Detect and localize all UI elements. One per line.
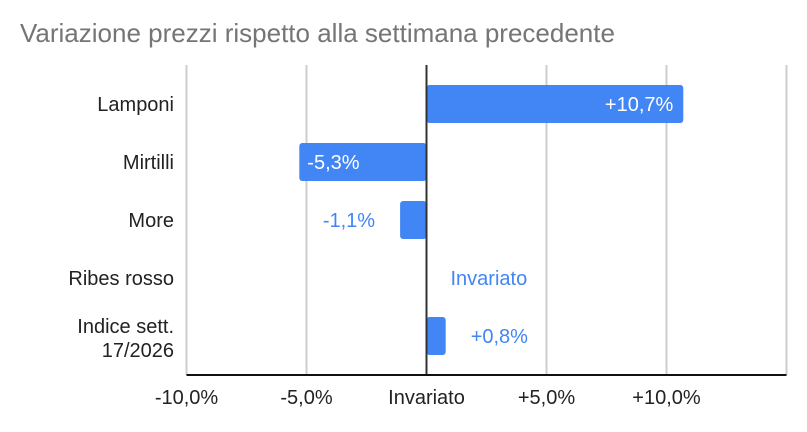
category-label: Ribes rosso [68, 268, 174, 290]
data-label: -1,1% [323, 210, 375, 232]
data-label: +10,7% [605, 94, 674, 116]
x-tick-label: Invariato [388, 387, 465, 409]
x-tick-label: -5,0% [280, 387, 332, 409]
bar-2 [400, 201, 427, 239]
data-label: Invariato [451, 268, 528, 290]
category-label: Indice sett. 17/2026 [77, 316, 174, 362]
data-label: +0,8% [471, 326, 528, 348]
data-label: -5,3% [307, 152, 359, 174]
x-tick-label: -10,0% [155, 387, 219, 409]
bar-4 [426, 317, 446, 355]
x-tick-label: +10,0% [632, 387, 701, 409]
chart-title: Variazione prezzi rispetto alla settiman… [20, 18, 615, 48]
x-tick-label: +5,0% [518, 387, 575, 409]
category-label: More [128, 210, 174, 232]
bar-0 [426, 85, 684, 123]
category-label: Mirtilli [123, 152, 174, 174]
bar-1 [299, 143, 427, 181]
category-label: Lamponi [97, 94, 174, 116]
